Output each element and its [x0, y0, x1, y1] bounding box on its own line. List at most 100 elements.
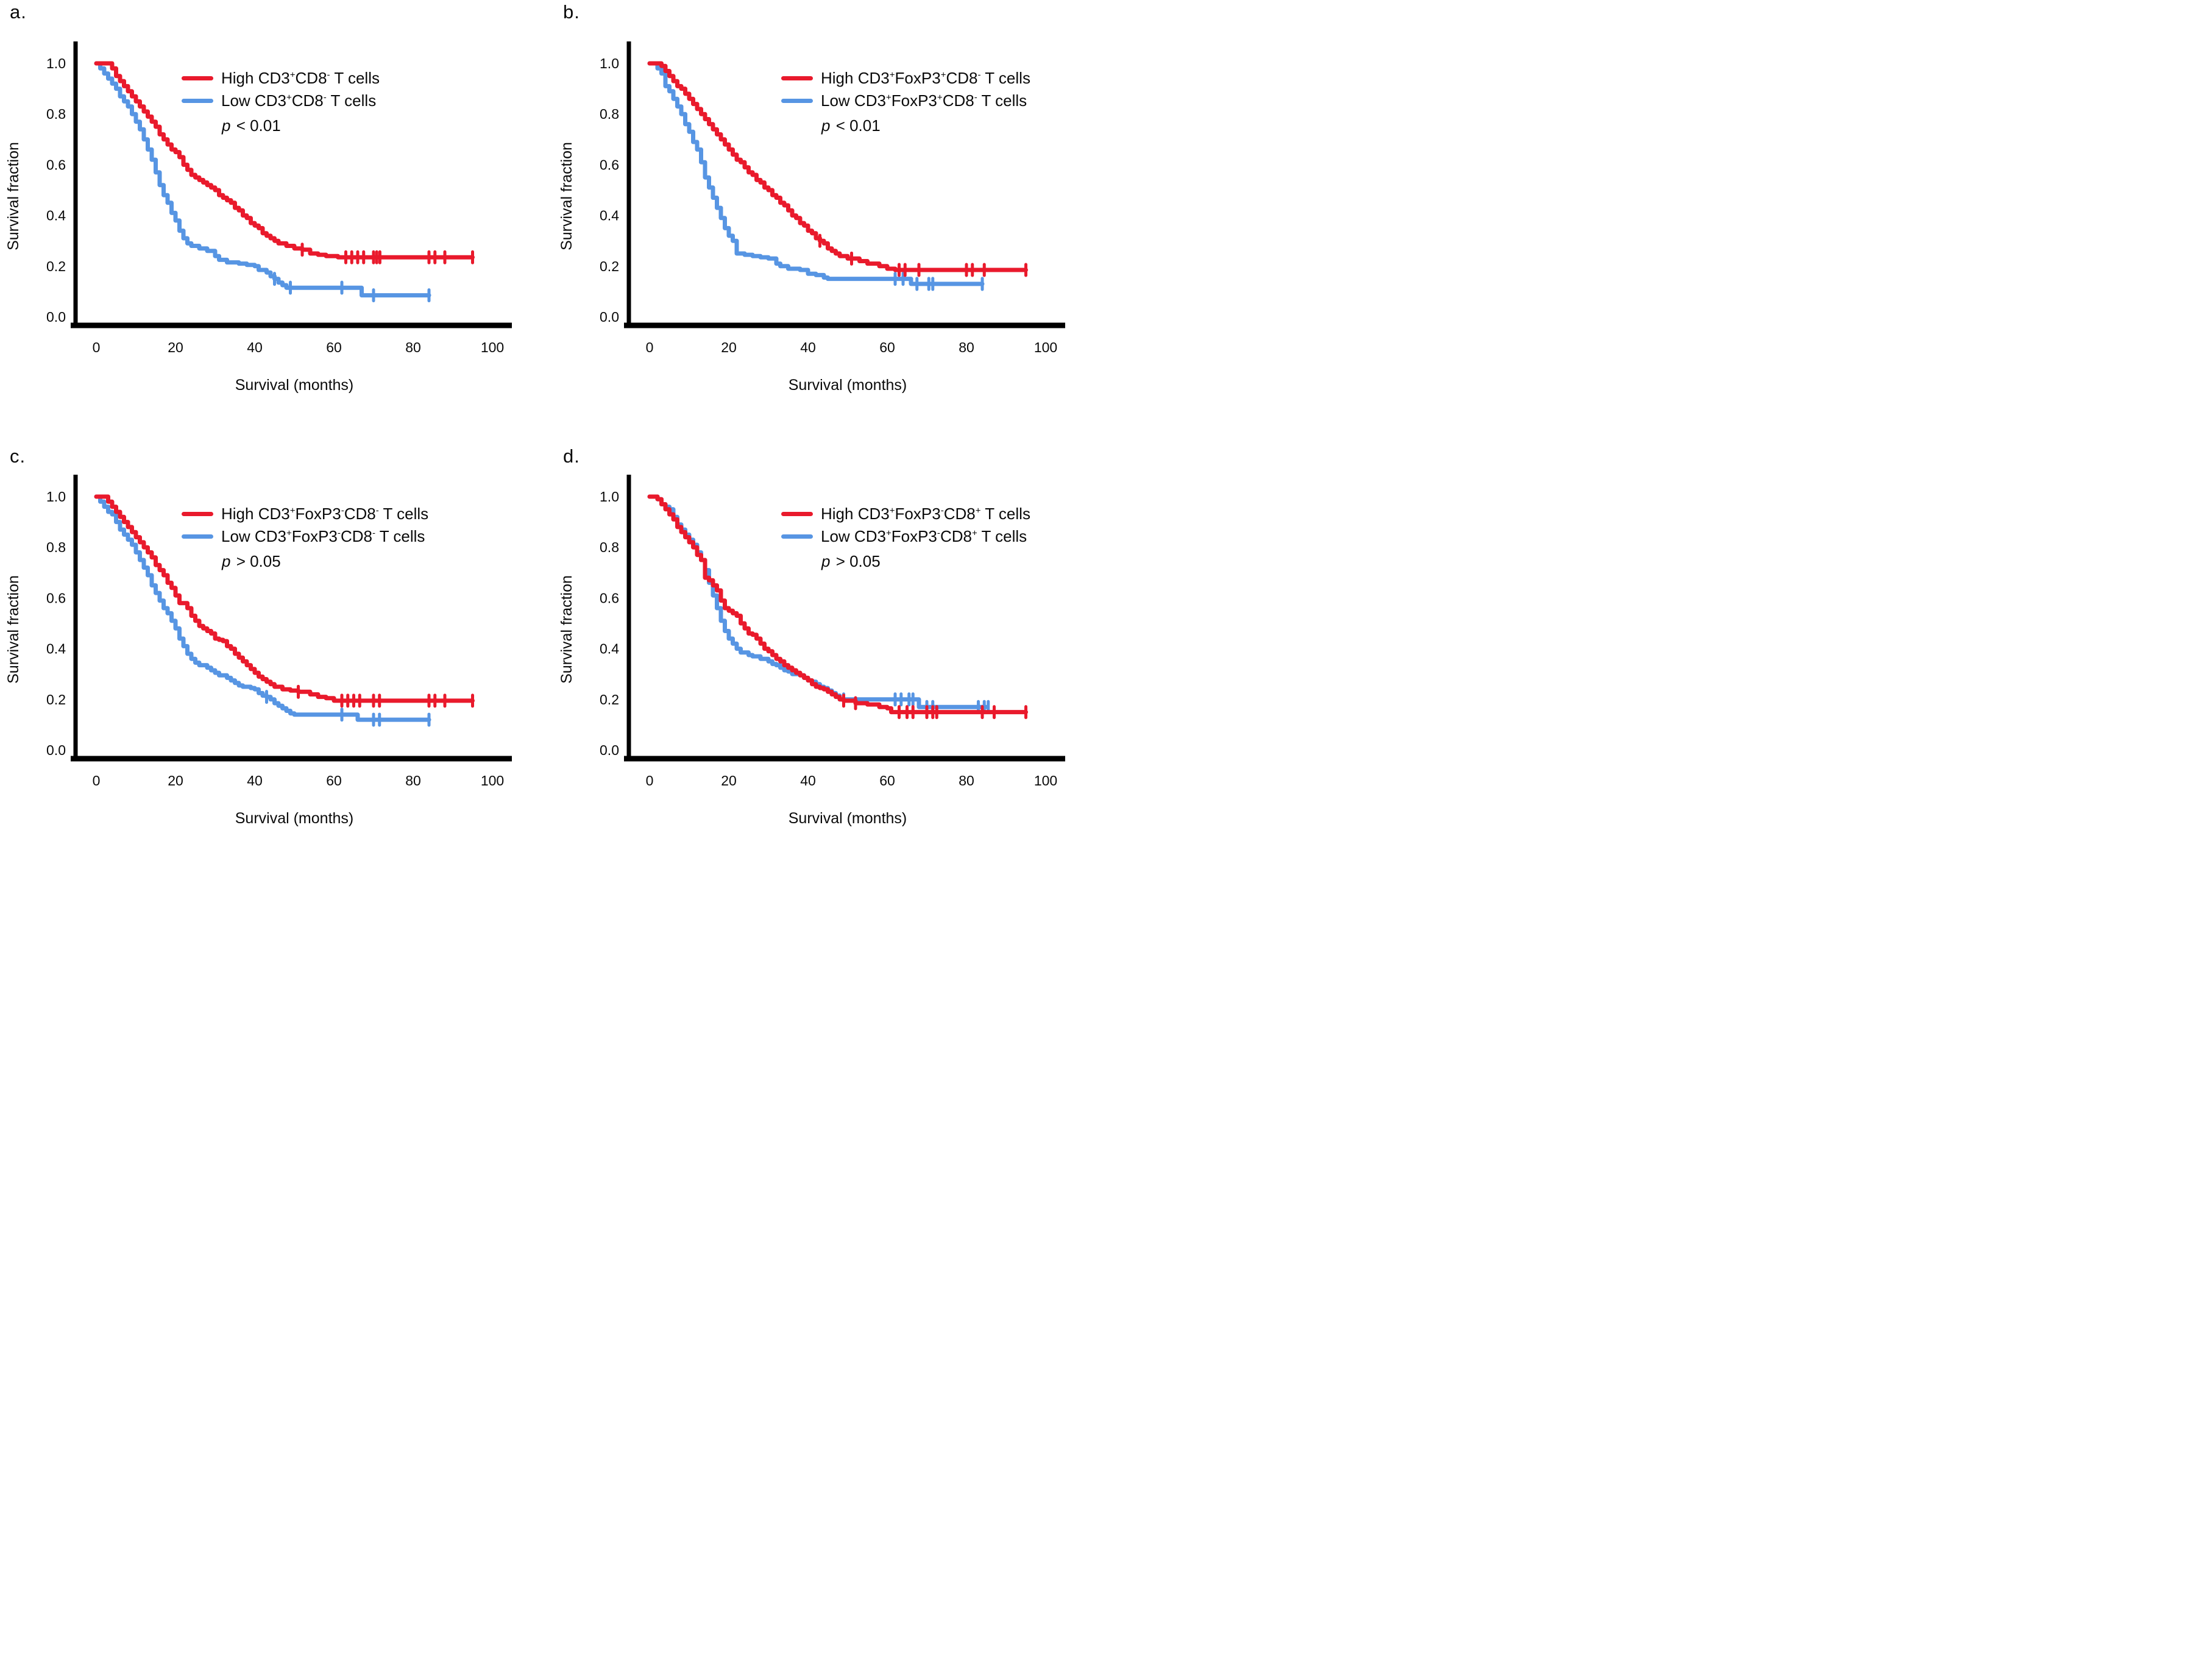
p-value: p > 0.05: [821, 552, 881, 570]
low-series-swatch: [781, 98, 813, 103]
y-tick-label: 0.6: [600, 157, 619, 172]
y-tick-label: 0.6: [46, 590, 66, 606]
x-tick-label: 0: [646, 773, 654, 789]
legend-row-low: Low CD3+FoxP3+CD8- T cells: [781, 92, 1030, 109]
high-series-label: High CD3+FoxP3-CD8+ T cells: [821, 505, 1030, 523]
x-tick-label: 60: [326, 773, 342, 789]
x-tick-label: 80: [959, 339, 974, 355]
y-tick-label: 1.0: [46, 489, 66, 505]
low-series-label: Low CD3+FoxP3-CD8+ T cells: [821, 527, 1027, 545]
legend-row-high: High CD3+CD8- T cells: [182, 69, 380, 87]
y-tick-label: 0.8: [46, 106, 66, 122]
y-tick-label: 0.2: [46, 258, 66, 274]
y-tick-label: 0.4: [600, 641, 619, 657]
legend-row-high: High CD3+FoxP3-CD8+ T cells: [781, 505, 1030, 522]
high-survival-curve: [647, 494, 1028, 715]
panel-letter: c.: [10, 445, 26, 467]
km-chart: 1.0 0.8 0.6 0.4 0.2 0.0 0 20 40 60 80 100 Survival (…: [5, 41, 512, 394]
high-series-swatch: [182, 511, 213, 516]
y-tick-label: 0.2: [600, 692, 619, 707]
low-series-label: Low CD3+FoxP3-CD8- T cells: [221, 527, 425, 545]
legend-row-high: High CD3+FoxP3-CD8- T cells: [182, 505, 428, 522]
legend-row-low: Low CD3+CD8- T cells: [182, 92, 380, 109]
panel-letter: a.: [10, 1, 27, 23]
x-tick-label: 20: [721, 339, 737, 355]
x-tick-label: 100: [1034, 773, 1057, 789]
x-tick-label: 100: [1034, 339, 1057, 355]
x-axis-title: Survival (months): [235, 810, 354, 827]
high-series-swatch: [781, 76, 813, 80]
y-tick-label: 0.0: [46, 309, 66, 325]
y-tick-label: 1.0: [600, 55, 619, 71]
legend-row-pvalue: p < 0.01: [182, 117, 380, 134]
km-panel: c. 1.0 0.8 0.6 0.4 0.2 0.0 0 20 40 60 80 100 Surviva…: [0, 420, 553, 840]
low-series-swatch: [781, 534, 813, 539]
y-axis-title: Survival fraction: [5, 142, 22, 250]
y-tick-label: 0.8: [46, 539, 66, 555]
legend-row-high: High CD3+FoxP3+CD8- T cells: [781, 69, 1030, 87]
km-panel: d. 1.0 0.8 0.6 0.4 0.2 0.0 0 20 40 60 80 100 Surviva…: [553, 420, 1107, 840]
x-tick-label: 60: [879, 339, 895, 355]
y-tick-label: 0.6: [600, 590, 619, 606]
chart-legend: High CD3+CD8- T cells Low CD3+CD8- T cel…: [182, 69, 380, 140]
x-tick-label: 0: [93, 339, 101, 355]
x-tick-label: 40: [800, 339, 816, 355]
legend-row-pvalue: p > 0.05: [182, 553, 428, 570]
x-tick-label: 100: [481, 339, 504, 355]
low-survival-curve: [94, 61, 431, 298]
km-chart: 1.0 0.8 0.6 0.4 0.2 0.0 0 20 40 60 80 100 Survival (…: [558, 475, 1065, 827]
y-tick-label: 0.8: [600, 106, 619, 122]
km-chart: 1.0 0.8 0.6 0.4 0.2 0.0 0 20 40 60 80 100 Survival (…: [558, 41, 1065, 394]
km-panel: a. 1.0 0.8 0.6 0.4 0.2 0.0 0 20 40 60 80 100 Surviva…: [0, 0, 553, 420]
y-tick-label: 1.0: [46, 55, 66, 71]
legend-row-pvalue: p > 0.05: [781, 553, 1030, 570]
high-series-swatch: [182, 76, 213, 80]
y-tick-label: 0.4: [600, 208, 619, 224]
low-survival-curve: [94, 494, 431, 722]
x-axis-title: Survival (months): [789, 810, 907, 827]
y-tick-label: 0.8: [600, 539, 619, 555]
x-tick-label: 40: [247, 773, 263, 789]
x-tick-label: 20: [721, 773, 737, 789]
low-survival-curve: [647, 61, 985, 286]
p-value: p > 0.05: [222, 552, 281, 570]
low-series-label: Low CD3+CD8- T cells: [221, 91, 377, 110]
y-tick-label: 0.2: [600, 258, 619, 274]
panel-grid: a. 1.0 0.8 0.6 0.4 0.2 0.0 0 20 40 60 80 100 Surviva…: [0, 0, 1107, 840]
y-tick-label: 1.0: [600, 489, 619, 505]
chart-legend: High CD3+FoxP3-CD8+ T cells Low CD3+FoxP…: [781, 505, 1030, 575]
x-tick-label: 100: [481, 773, 504, 789]
y-tick-label: 0.6: [46, 157, 66, 172]
y-axis-title: Survival fraction: [5, 575, 22, 684]
x-tick-label: 20: [168, 339, 183, 355]
y-tick-label: 0.0: [46, 742, 66, 758]
high-series-swatch: [781, 511, 813, 516]
km-chart: 1.0 0.8 0.6 0.4 0.2 0.0 0 20 40 60 80 100 Survival (…: [5, 475, 512, 827]
x-tick-label: 80: [405, 339, 421, 355]
x-axis-title: Survival (months): [789, 377, 907, 394]
legend-row-pvalue: p < 0.01: [781, 117, 1030, 134]
low-series-swatch: [182, 534, 213, 539]
y-tick-label: 0.0: [600, 309, 619, 325]
y-axis-title: Survival fraction: [558, 575, 575, 684]
x-tick-label: 0: [646, 339, 654, 355]
y-axis-title: Survival fraction: [558, 142, 575, 250]
panel-letter: d.: [563, 445, 580, 467]
x-axis-title: Survival (months): [235, 377, 354, 394]
high-series-label: High CD3+FoxP3-CD8- T cells: [221, 505, 429, 523]
high-survival-curve: [94, 61, 475, 260]
high-series-label: High CD3+CD8- T cells: [221, 69, 380, 87]
y-tick-label: 0.0: [600, 742, 619, 758]
x-tick-label: 60: [326, 339, 342, 355]
high-series-label: High CD3+FoxP3+CD8- T cells: [821, 69, 1030, 87]
km-panel: b. 1.0 0.8 0.6 0.4 0.2 0.0 0 20 40 60 80 100 Surviva…: [553, 0, 1107, 420]
x-tick-label: 40: [800, 773, 816, 789]
high-survival-curve: [647, 61, 1028, 272]
low-series-swatch: [182, 98, 213, 103]
y-tick-label: 0.4: [46, 208, 66, 224]
p-value: p < 0.01: [821, 116, 881, 135]
y-tick-label: 0.4: [46, 641, 66, 657]
p-value: p < 0.01: [222, 116, 281, 135]
legend-row-low: Low CD3+FoxP3-CD8+ T cells: [781, 528, 1030, 545]
x-tick-label: 40: [247, 339, 263, 355]
